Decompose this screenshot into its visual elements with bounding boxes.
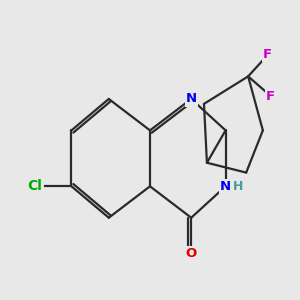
Text: O: O [186, 247, 197, 260]
Text: F: F [263, 48, 272, 61]
Text: N: N [186, 92, 197, 106]
Text: N: N [220, 180, 231, 193]
Text: F: F [266, 89, 275, 103]
Text: H: H [233, 180, 243, 193]
Text: Cl: Cl [28, 179, 43, 193]
